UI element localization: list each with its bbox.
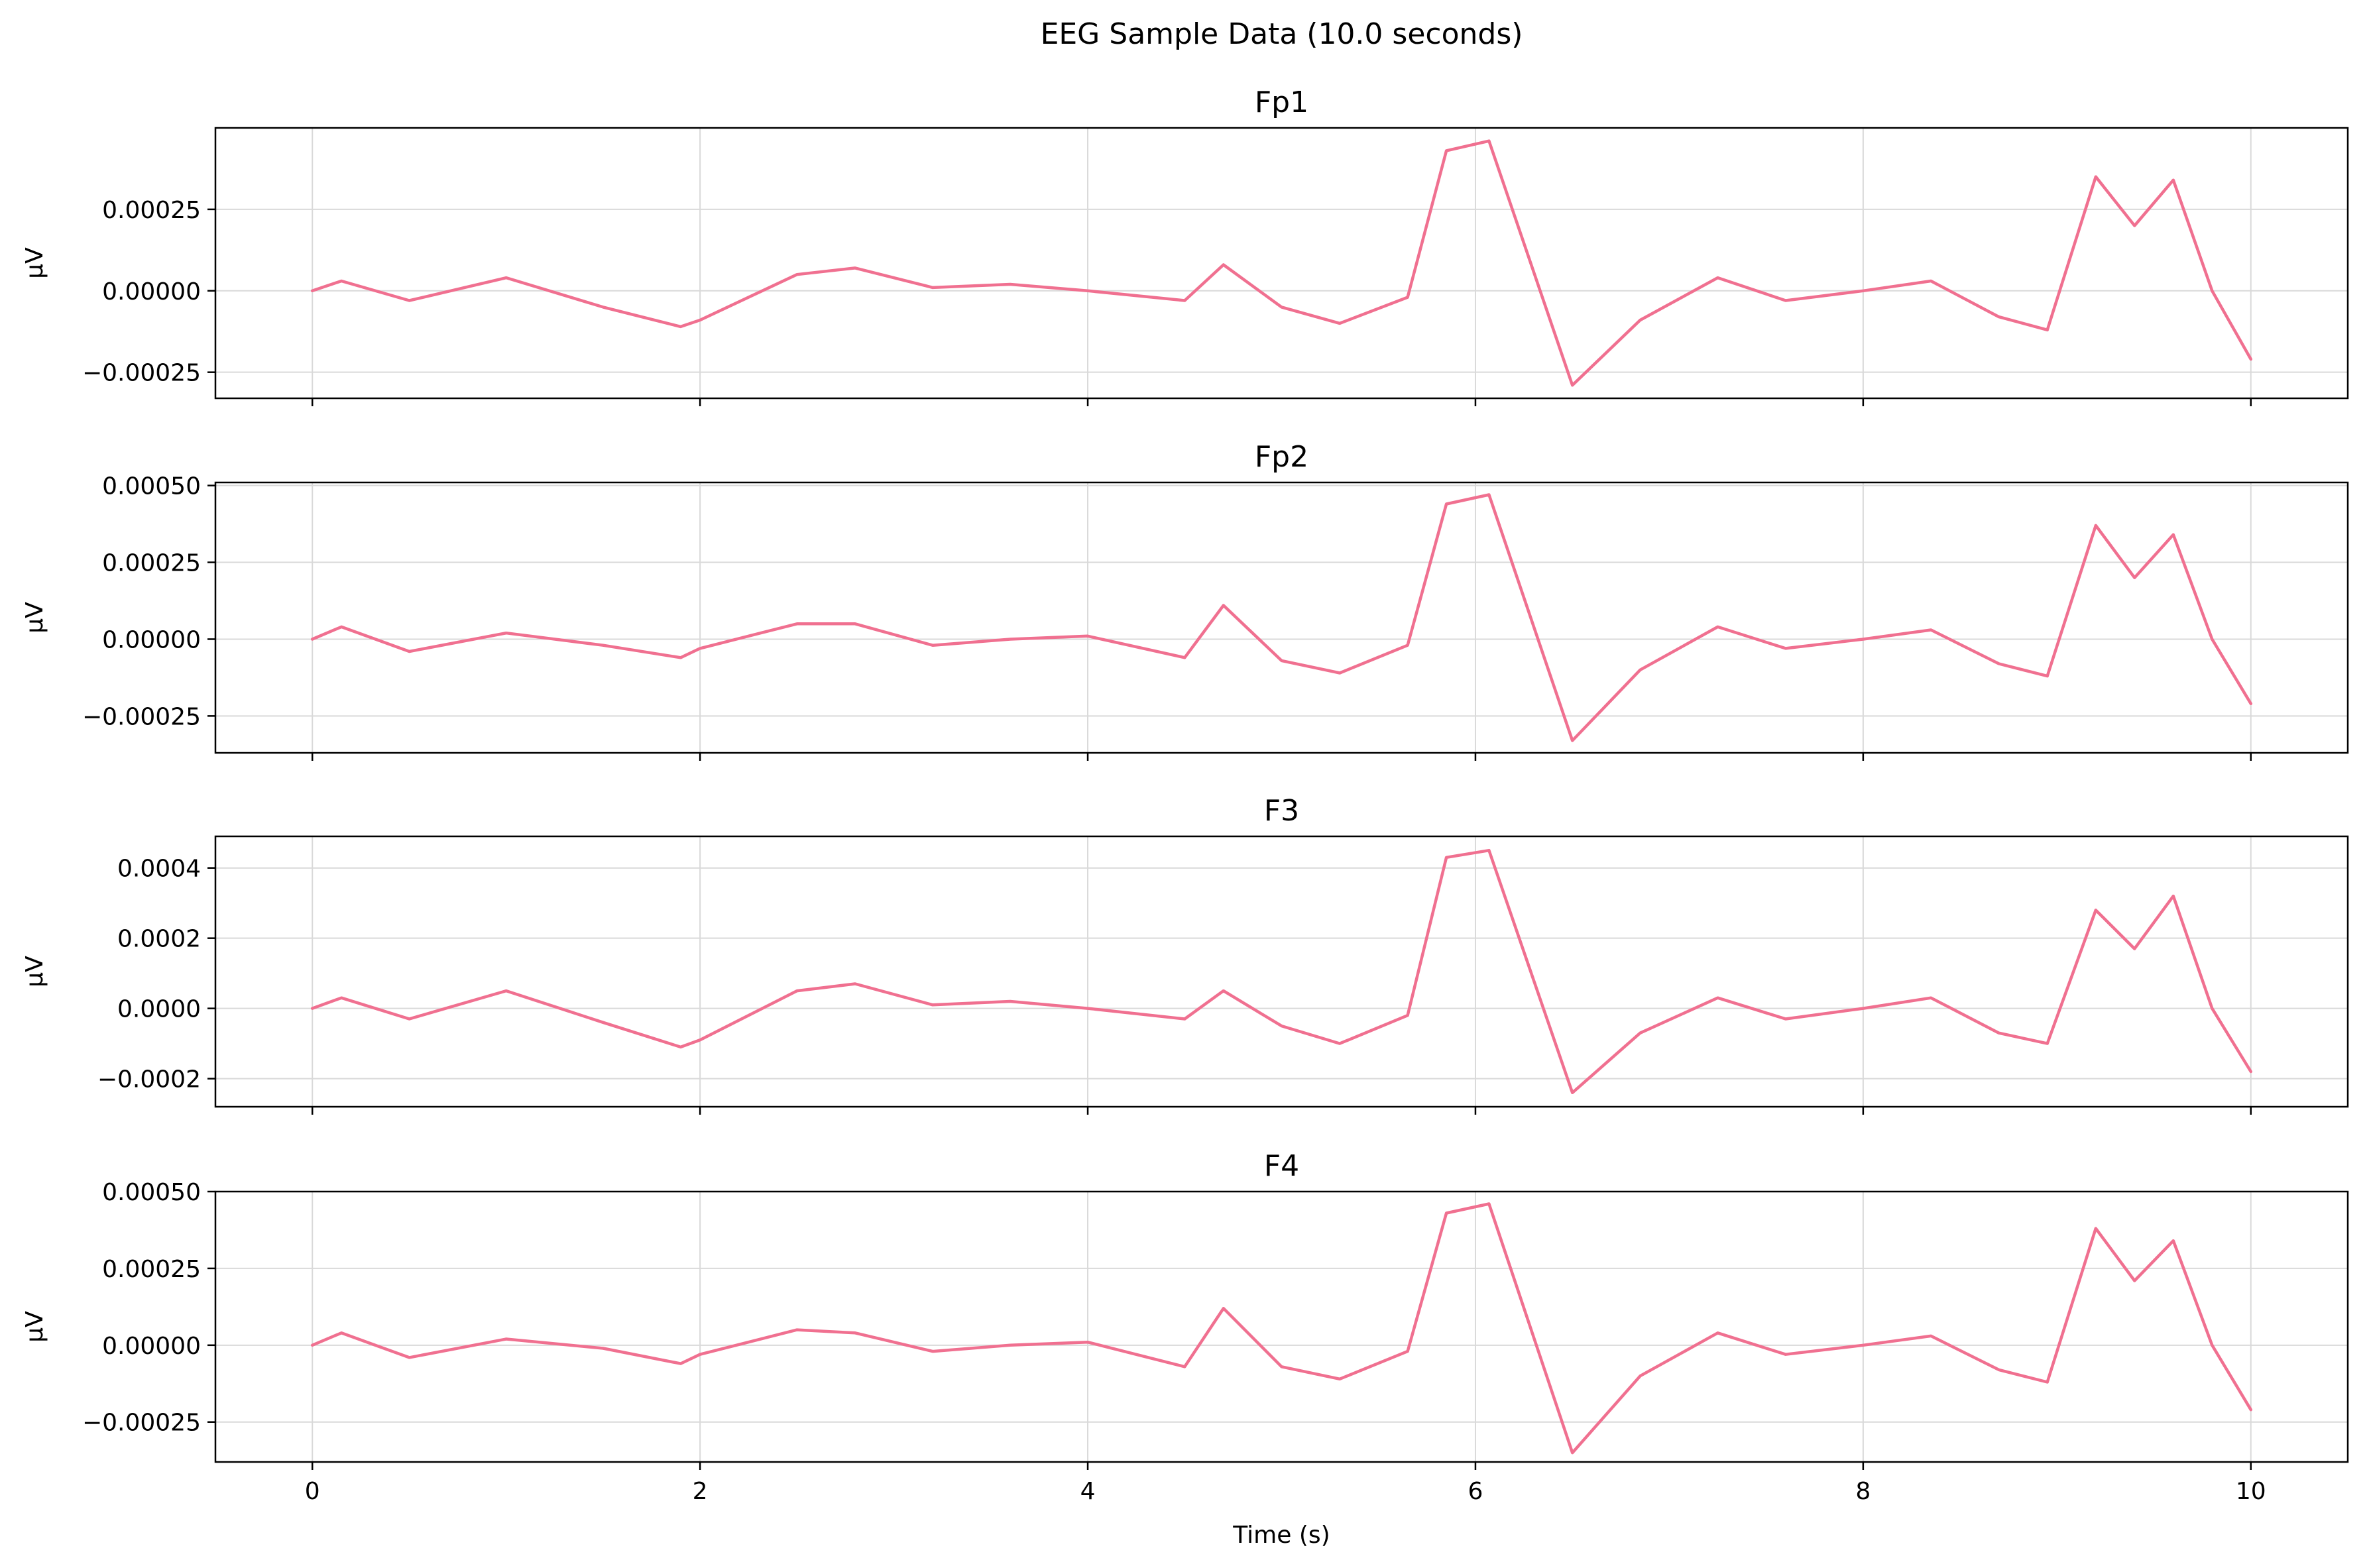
plot-frame [214,481,2349,754]
y-axis-label: µV [21,956,48,987]
x-tick-label: 2 [693,1478,708,1505]
panel-title: F3 [1264,794,1299,828]
y-tick-label: 0.00050 [102,1179,201,1206]
x-axis-label: Time (s) [1232,1522,1330,1549]
y-tick-label: 0.00025 [102,1256,201,1283]
y-tick-label: 0.00050 [102,473,201,500]
panel-title: F4 [1264,1149,1299,1183]
y-axis-label: µV [21,247,48,279]
y-tick-label: −0.00025 [82,1410,201,1437]
panels: Fp1−0.000250.000000.00025µVFp2−0.000250.… [21,85,2349,1505]
series-line-fp2 [310,493,2253,742]
panel-fp1: Fp1 −0.00025 0.00000 0.00025 µV [21,85,2349,406]
y-tick-label: 0.00000 [102,1333,201,1360]
panel-f4: F4 −0.00025 0.00000 0.00025 0.00050 µV 0 2 4 6 8 10 [21,1149,2349,1505]
plot-frame [214,835,2349,1108]
y-tick-label: 0.0000 [117,996,201,1023]
x-tick-label: 0 [305,1478,320,1505]
y-axis-label: µV [21,602,48,634]
plot-frame [214,127,2349,400]
series-line-fp1 [310,139,2253,387]
panel-title: Fp1 [1255,85,1308,119]
panel-f3: F3 −0.0002 0.0000 0.0002 0.0004 µV [21,794,2349,1115]
y-tick-label: −0.00025 [82,360,201,387]
panel-fp2: Fp2 −0.00025 0.00000 0.00025 0.00050 µV [21,440,2349,761]
series-line-f3 [310,848,2253,1095]
panel-title: Fp2 [1255,440,1308,474]
figure-title: EEG Sample Data (10.0 seconds) [1041,17,1523,51]
x-tick-label: 4 [1080,1478,1096,1505]
y-tick-label: 0.00025 [102,197,201,224]
x-tick-label: 6 [1468,1478,1483,1505]
x-tick-label: 8 [1855,1478,1871,1505]
y-tick-label: 0.00025 [102,550,201,577]
y-axis-label: µV [21,1311,48,1343]
y-tick-label: 0.0004 [117,856,201,883]
x-tick-label: 10 [2236,1478,2266,1505]
y-tick-label: −0.00025 [82,703,201,730]
series-line-f4 [310,1202,2253,1455]
y-tick-label: 0.0002 [117,926,201,953]
y-tick-label: 0.00000 [102,278,201,306]
y-tick-label: 0.00000 [102,626,201,653]
y-tick-label: −0.0002 [97,1066,201,1093]
plot-frame [214,1190,2349,1463]
